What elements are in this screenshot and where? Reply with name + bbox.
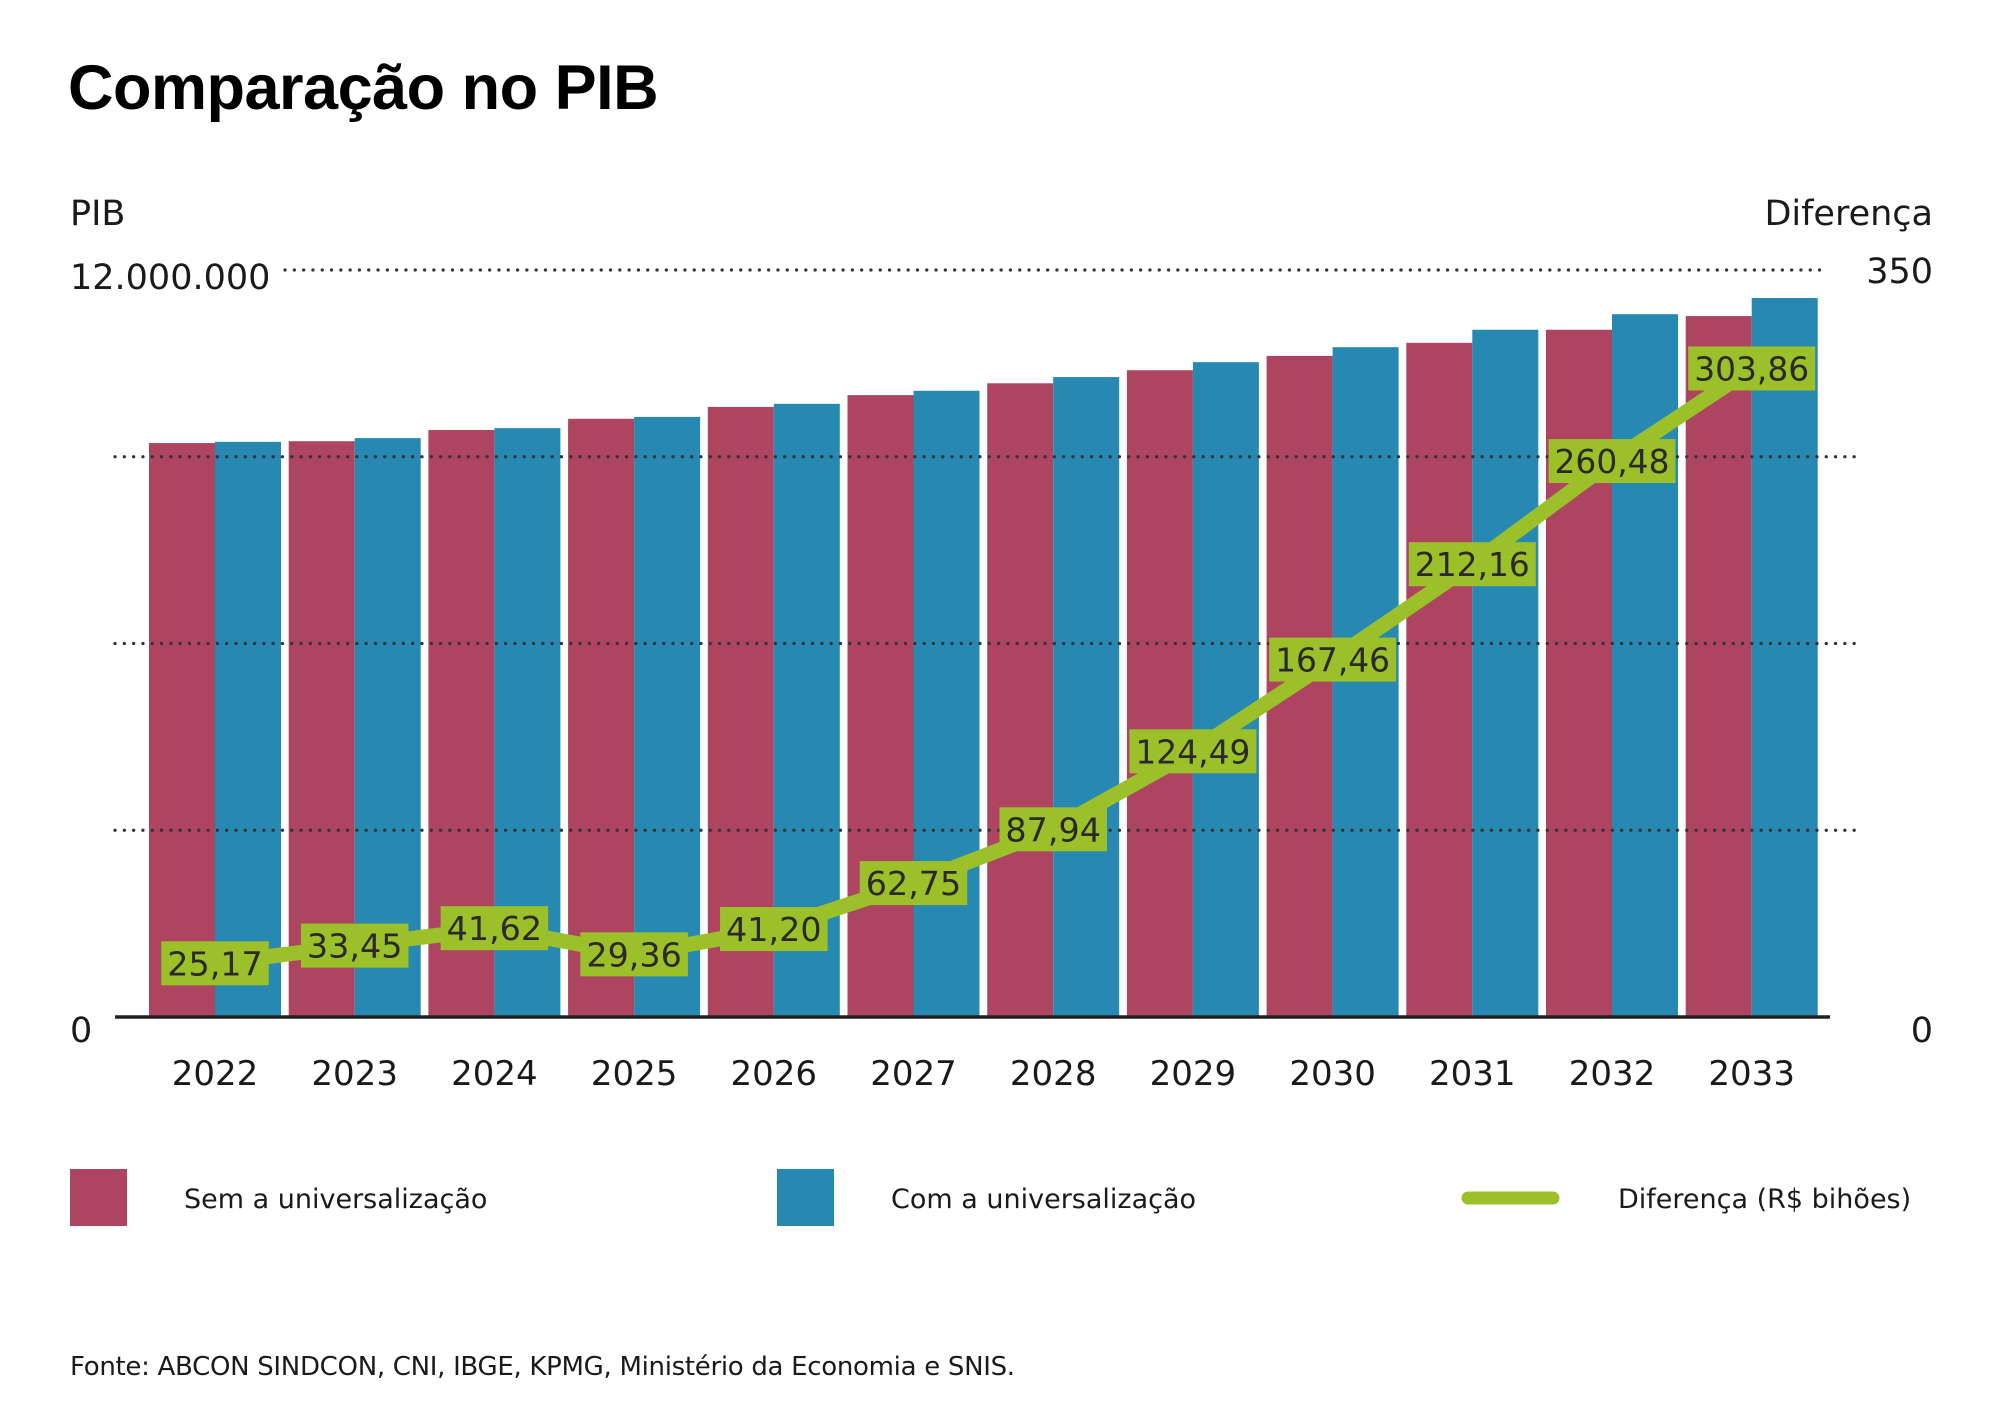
bar-com-universalizacao bbox=[913, 390, 980, 1017]
bar-com-universalizacao bbox=[1053, 377, 1120, 1017]
legend-swatch bbox=[70, 1169, 127, 1226]
legend-label: Sem a universalização bbox=[184, 1184, 487, 1215]
data-label: 62,75 bbox=[859, 861, 968, 906]
data-label: 29,36 bbox=[580, 932, 688, 977]
data-label: 41,62 bbox=[440, 906, 549, 951]
y-axis-title-left: PIB bbox=[70, 194, 125, 234]
data-label-text: 29,36 bbox=[586, 935, 682, 974]
data-label-box bbox=[440, 906, 549, 951]
legend-label: Diferença (R$ bihões) bbox=[1618, 1184, 1911, 1215]
data-label: 212,16 bbox=[1408, 542, 1536, 587]
data-label-box bbox=[1548, 439, 1676, 484]
y-tick-label-right-zero: 0 bbox=[1911, 1011, 1933, 1051]
legend-swatch bbox=[777, 1169, 834, 1226]
data-label-text: 124,49 bbox=[1135, 732, 1250, 771]
bar-com-universalizacao bbox=[1192, 362, 1259, 1017]
y-tick-label-right-max: 350 bbox=[1866, 252, 1933, 292]
legend-item: Com a universalização bbox=[777, 1169, 1196, 1226]
data-label: 25,17 bbox=[161, 941, 269, 986]
difference-labels: 25,17 33,45 41,62 29,36 41,20 62,75 87,94 124,4… bbox=[161, 346, 1816, 986]
data-label-text: 25,17 bbox=[167, 944, 263, 983]
bar-com-universalizacao bbox=[215, 441, 281, 1017]
data-label: 41,20 bbox=[720, 907, 828, 952]
bar-sem-universalizacao bbox=[847, 395, 914, 1017]
bar-sem-universalizacao bbox=[149, 443, 215, 1017]
bar-sem-universalizacao bbox=[1546, 329, 1612, 1017]
data-label: 260,48 bbox=[1548, 439, 1676, 484]
data-label-text: 33,45 bbox=[307, 927, 403, 966]
data-label-text: 260,48 bbox=[1555, 442, 1670, 481]
data-label: 303,86 bbox=[1688, 346, 1816, 391]
data-label-box bbox=[1688, 346, 1816, 391]
bar-sem-universalizacao bbox=[288, 441, 355, 1017]
bar-sem-universalizacao bbox=[1685, 316, 1752, 1017]
data-label: 167,46 bbox=[1269, 637, 1397, 682]
bar-com-universalizacao bbox=[354, 438, 421, 1017]
bars bbox=[149, 298, 1818, 1018]
data-label-box bbox=[1129, 729, 1257, 774]
legend-item: Sem a universalização bbox=[70, 1169, 487, 1226]
data-label-box bbox=[1408, 542, 1536, 587]
y-tick-label-left-zero: 0 bbox=[70, 1011, 92, 1051]
data-label-box bbox=[859, 861, 968, 906]
bar-com-universalizacao bbox=[1332, 347, 1399, 1017]
data-label-text: 212,16 bbox=[1415, 545, 1530, 584]
x-tick-label: 2027 bbox=[870, 1054, 957, 1094]
legend-item: Diferença (R$ bihões) bbox=[1461, 1184, 1911, 1215]
data-label-box bbox=[161, 941, 269, 986]
bar-com-universalizacao bbox=[1472, 329, 1539, 1017]
x-tick-label: 2032 bbox=[1569, 1054, 1656, 1094]
y-axis-title-right: Diferença bbox=[1764, 194, 1933, 234]
data-label-text: 87,94 bbox=[1005, 810, 1101, 849]
bar-sem-universalizacao bbox=[987, 383, 1054, 1017]
data-label-text: 62,75 bbox=[866, 864, 962, 903]
axis-labels: PIB 12.000.000 0 Diferença 350 0 bbox=[70, 194, 1933, 1051]
source-note: Fonte: ABCON SINDCON, CNI, IBGE, KPMG, M… bbox=[70, 1352, 1015, 1382]
data-label-text: 167,46 bbox=[1275, 641, 1390, 680]
chart-title: Comparação no PIB bbox=[68, 53, 659, 123]
data-label-text: 41,62 bbox=[447, 909, 543, 948]
x-tick-label: 2033 bbox=[1708, 1054, 1795, 1094]
x-tick-label: 2023 bbox=[311, 1054, 398, 1094]
x-tick-labels: 2022 2023 2024 2025 2026 2027 2028 2029 2030 2031… bbox=[172, 1054, 1795, 1094]
data-label: 33,45 bbox=[300, 923, 409, 968]
bar-sem-universalizacao bbox=[1126, 370, 1193, 1017]
data-label-box bbox=[720, 907, 828, 952]
x-tick-label: 2025 bbox=[591, 1054, 678, 1094]
data-label: 87,94 bbox=[999, 807, 1107, 852]
bar-com-universalizacao bbox=[1751, 298, 1818, 1017]
bar-com-universalizacao bbox=[634, 416, 701, 1017]
data-label-box bbox=[580, 932, 688, 977]
bar-sem-universalizacao bbox=[568, 418, 635, 1018]
x-tick-label: 2026 bbox=[731, 1054, 818, 1094]
x-tick-label: 2029 bbox=[1150, 1054, 1237, 1094]
legend: Sem a universalização Com a universalizaç… bbox=[70, 1169, 1911, 1226]
x-tick-label: 2030 bbox=[1289, 1054, 1376, 1094]
data-label-box bbox=[999, 807, 1107, 852]
data-label-text: 303,86 bbox=[1694, 349, 1809, 388]
x-tick-label: 2028 bbox=[1010, 1054, 1097, 1094]
y-tick-label-left-max: 12.000.000 bbox=[70, 258, 270, 298]
x-tick-label: 2031 bbox=[1429, 1054, 1516, 1094]
data-label-text: 41,20 bbox=[726, 910, 822, 949]
legend-label: Com a universalização bbox=[891, 1184, 1196, 1215]
data-label-box bbox=[1269, 637, 1397, 682]
data-label-box bbox=[300, 923, 409, 968]
bar-sem-universalizacao bbox=[1406, 342, 1473, 1017]
x-tick-label: 2024 bbox=[451, 1054, 538, 1094]
data-label: 124,49 bbox=[1129, 729, 1257, 774]
gridlines-overlay bbox=[113, 268, 1862, 832]
x-tick-label: 2022 bbox=[172, 1054, 259, 1094]
